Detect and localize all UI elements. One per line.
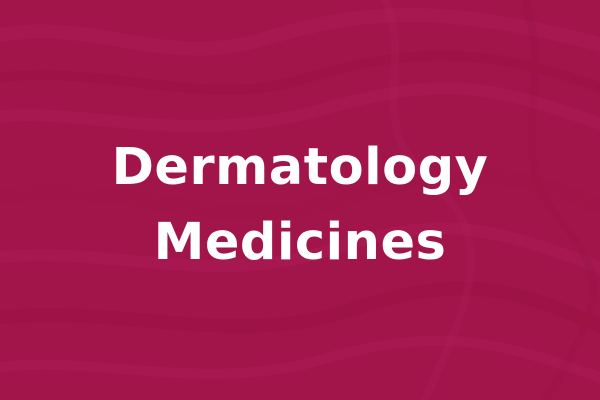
- banner-title-line-1: Dermatology: [111, 138, 489, 197]
- banner-title-line-2: Medicines: [153, 213, 447, 272]
- banner-title: Dermatology Medicines: [0, 130, 600, 280]
